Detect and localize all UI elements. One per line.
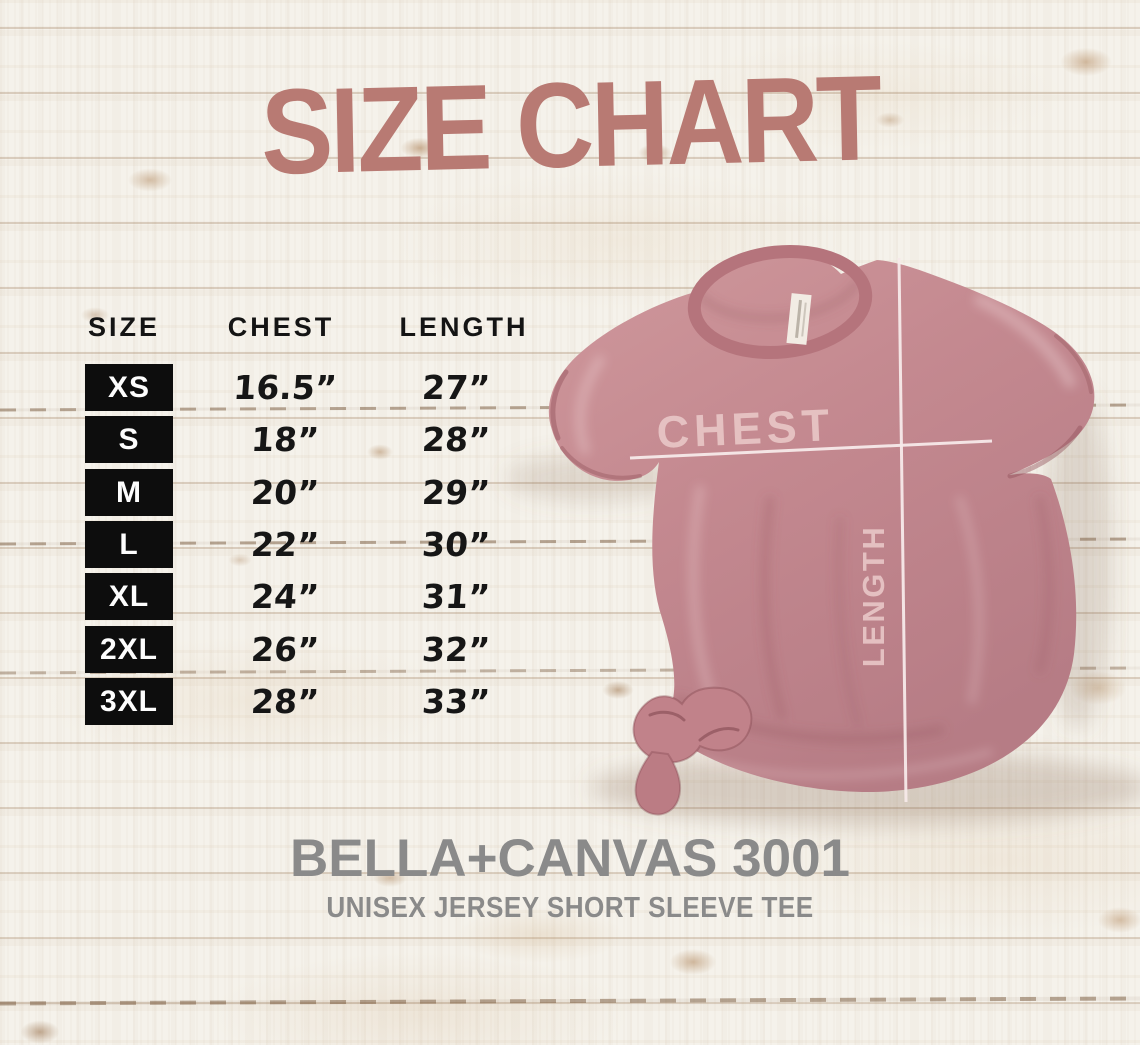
neck-label — [786, 293, 812, 345]
chest-measure-line — [629, 439, 993, 460]
size-badge-xs: XS — [85, 364, 173, 411]
product-subtitle: UNISEX JERSEY SHORT SLEEVE TEE — [326, 892, 814, 924]
product-name: BELLA+CANVAS 3001 — [289, 829, 851, 888]
size-badge-xl: XL — [85, 573, 173, 620]
hem-knot — [632, 686, 753, 816]
size-badge-2xl: 2XL — [85, 626, 173, 673]
length-measure-label: LENGTH — [856, 525, 891, 667]
sleeve-cuffs — [550, 334, 1093, 480]
size-badge-3xl: 3XL — [85, 678, 173, 725]
chest-measure-label: CHEST — [656, 399, 836, 458]
collar — [687, 244, 873, 360]
size-badge-l: L — [85, 521, 173, 568]
column-header-chest: CHEST — [227, 312, 335, 342]
size-badge-s: S — [85, 416, 173, 463]
length-measure-line — [897, 257, 908, 803]
measure-guides: CHEST LENGTH — [629, 257, 993, 803]
tshirt-body — [548, 250, 1095, 793]
size-badge-m: M — [85, 469, 173, 516]
column-header-length: LENGTH — [399, 312, 529, 342]
column-header-size: SIZE — [87, 312, 160, 342]
